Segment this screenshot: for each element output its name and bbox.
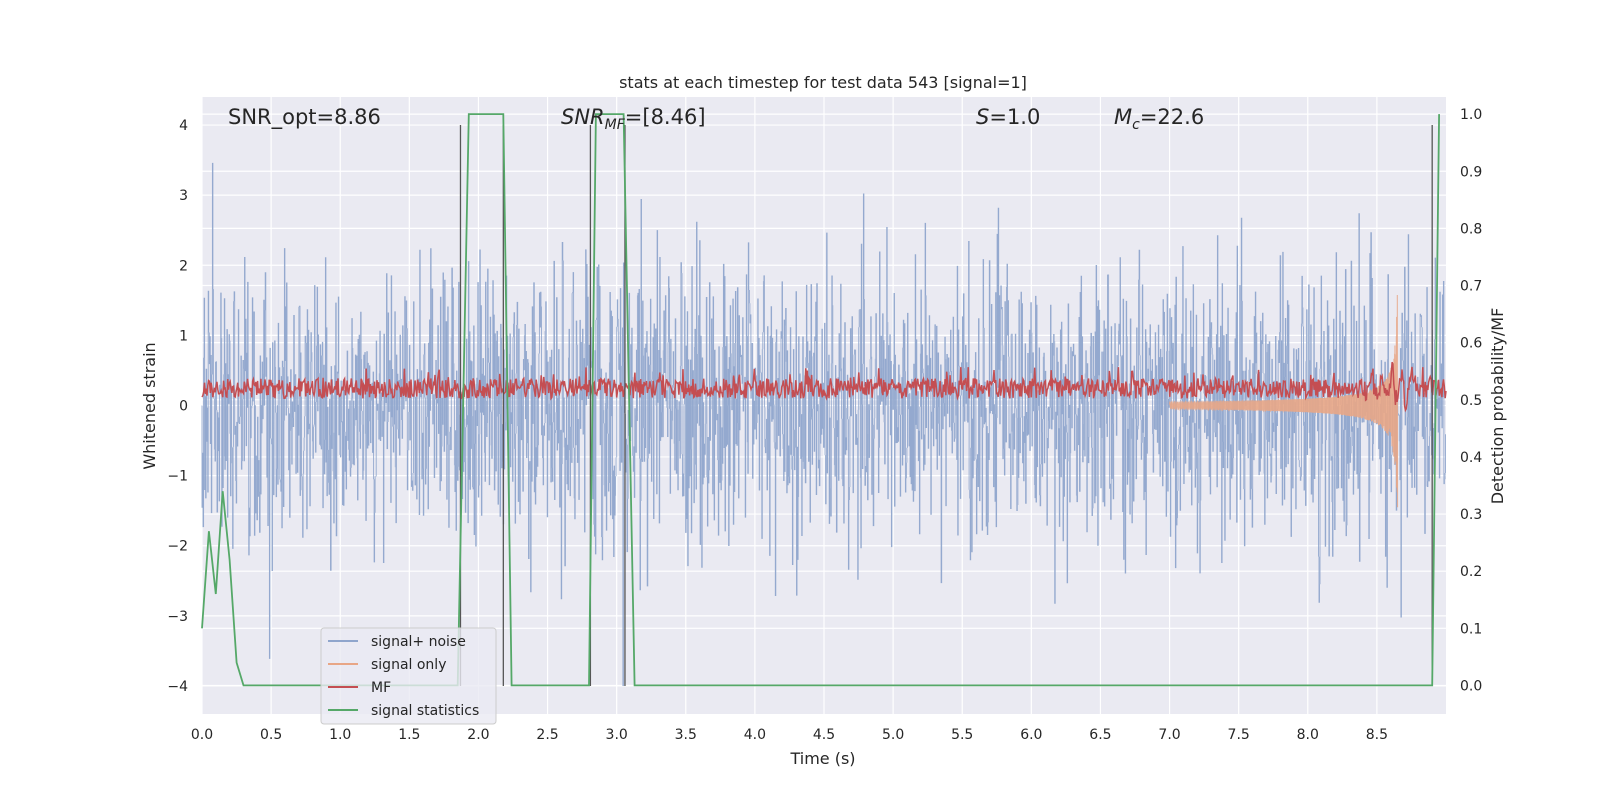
- x-tick-label: 8.0: [1297, 727, 1319, 743]
- y-left-tick-label: 4: [179, 118, 188, 134]
- x-tick-label: 5.5: [951, 727, 973, 743]
- y-right-tick-label: 1.0: [1460, 107, 1482, 123]
- y-left-tick-label: 3: [179, 188, 188, 204]
- legend-label-mf: MF: [371, 680, 391, 696]
- x-tick-label: 2.0: [467, 727, 489, 743]
- legend: signal+ noise signal only MF signal stat…: [320, 627, 497, 725]
- y-right-axis-label: Detection probability/MF: [1488, 308, 1507, 505]
- x-tick-label: 7.5: [1228, 727, 1250, 743]
- y-left-tick-label: −2: [167, 539, 188, 555]
- snr-mf-subscript: MF: [605, 117, 626, 133]
- y-right-tick-label: 0.2: [1460, 564, 1482, 580]
- y-left-tick-label: 1: [179, 328, 188, 344]
- y-right-tick-label: 0.1: [1460, 621, 1482, 637]
- mf-line: [201, 361, 1447, 413]
- snr-mf-symbol: SNR: [561, 105, 605, 129]
- y-left-tick-label: −4: [167, 679, 188, 695]
- legend-label-signal-noise: signal+ noise: [371, 634, 466, 650]
- x-tick-label: 2.5: [536, 727, 558, 743]
- signal-only-series: [1169, 294, 1399, 508]
- mc-annotation: Mc=22.6: [1114, 105, 1204, 133]
- x-tick-label: 4.0: [744, 727, 766, 743]
- x-tick-label: 1.5: [398, 727, 420, 743]
- y-left-tick-label: −3: [167, 609, 188, 625]
- mc-symbol: M: [1114, 105, 1132, 129]
- mf-series: [201, 361, 1447, 413]
- snr-mf-annotation: SNRMF=[8.46]: [561, 105, 706, 133]
- y-left-tick-labels: 4 3 2 1 0 −1 −2 −3 −4: [167, 118, 188, 695]
- chart-title: stats at each timestep for test data 543…: [619, 73, 1027, 92]
- y-left-tick-label: 0: [179, 399, 188, 415]
- x-tick-label: 6.5: [1089, 727, 1111, 743]
- x-tick-label: 0.0: [191, 727, 213, 743]
- x-tick-label: 5.0: [882, 727, 904, 743]
- s-annotation: S=1.0: [976, 105, 1040, 129]
- y-right-tick-label: 0.8: [1460, 221, 1482, 237]
- y-left-axis-label: Whitened strain: [140, 342, 159, 469]
- legend-label-signal-only: signal only: [371, 657, 446, 673]
- mc-value: =22.6: [1140, 105, 1204, 129]
- y-right-tick-label: 0.5: [1460, 393, 1482, 409]
- x-axis-label: Time (s): [789, 749, 855, 768]
- y-right-tick-label: 0.4: [1460, 450, 1482, 466]
- y-right-tick-label: 0.6: [1460, 336, 1482, 352]
- x-tick-label: 3.0: [606, 727, 628, 743]
- snr-opt-annotation: SNR_opt=8.86: [228, 105, 381, 130]
- y-right-tick-label: 0.3: [1460, 507, 1482, 523]
- y-right-tick-labels: 1.0 0.9 0.8 0.7 0.6 0.5 0.4 0.3 0.2 0.1 0.0: [1460, 107, 1482, 694]
- x-tick-label: 7.0: [1158, 727, 1180, 743]
- signal-statistics-series: [201, 113, 1440, 687]
- x-tick-labels: 0.0 0.5 1.0 1.5 2.0 2.5 3.0 3.5 4.0 4.5 5.0 5.5 6.0 6…: [191, 727, 1388, 743]
- grid: [201, 97, 1446, 714]
- s-symbol: S: [976, 105, 989, 129]
- x-tick-label: 3.5: [675, 727, 697, 743]
- signal-statistics-line: [201, 113, 1440, 687]
- y-right-tick-label: 0.9: [1460, 164, 1482, 180]
- s-value: =1.0: [989, 105, 1040, 129]
- legend-box: [320, 627, 497, 725]
- y-left-tick-label: −1: [167, 469, 188, 485]
- x-tick-label: 0.5: [260, 727, 282, 743]
- y-right-tick-label: 0.0: [1460, 678, 1482, 694]
- x-tick-label: 8.5: [1366, 727, 1388, 743]
- snr-mf-value: =[8.46]: [625, 105, 706, 129]
- legend-label-signal-statistics: signal statistics: [371, 703, 479, 719]
- signal-only-line: [1169, 294, 1399, 508]
- y-left-tick-label: 2: [179, 258, 188, 274]
- y-right-tick-label: 0.7: [1460, 279, 1482, 295]
- x-tick-label: 4.5: [813, 727, 835, 743]
- x-tick-label: 6.0: [1020, 727, 1042, 743]
- x-tick-label: 1.0: [329, 727, 351, 743]
- mc-subscript: c: [1132, 117, 1140, 133]
